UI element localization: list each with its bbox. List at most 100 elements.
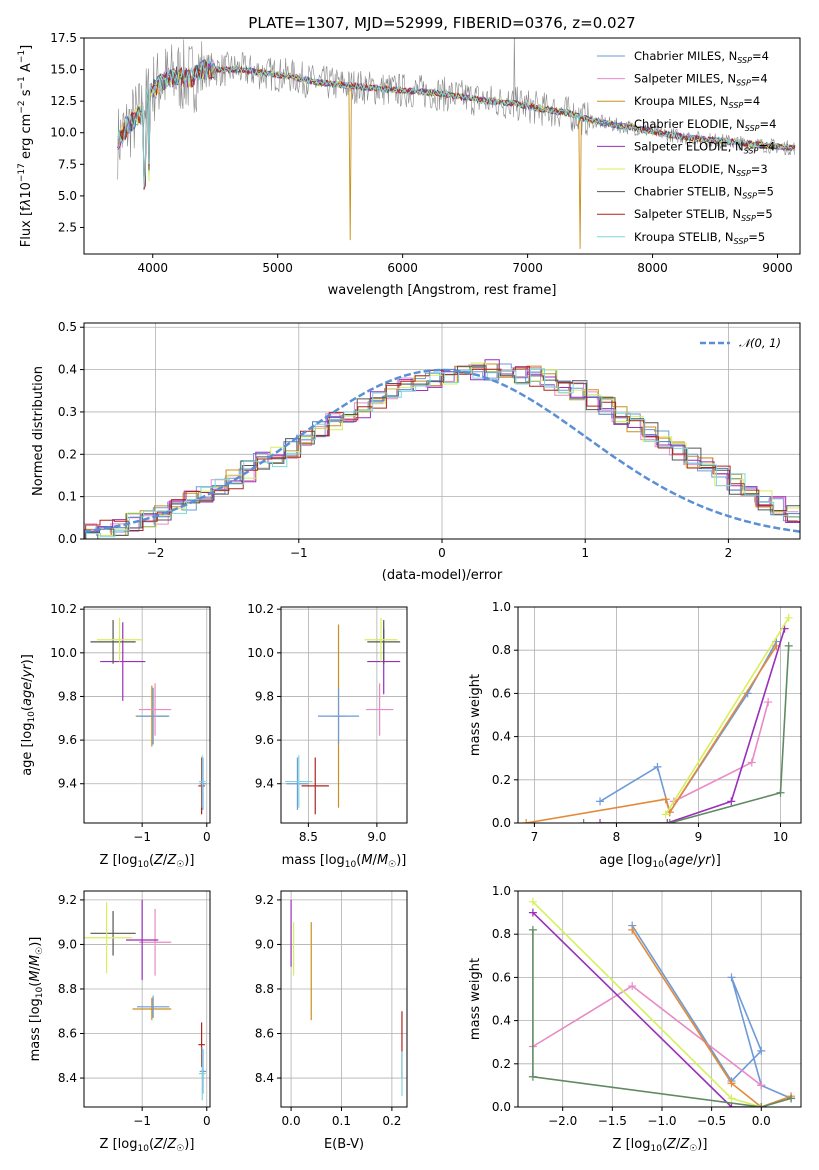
- mass-weight-marker: [528, 908, 537, 917]
- model-spectrum-line: [117, 59, 796, 188]
- age-vs-z-ticks: −1 0 9.4 9.6 9.8 10.0 10.2: [50, 602, 210, 844]
- x-tick-label: −0.5: [697, 1114, 726, 1128]
- mass-weight-line: [673, 701, 769, 803]
- x-tick-label: −2: [147, 546, 165, 560]
- x-tick-label: −1: [133, 1114, 151, 1128]
- mass-weight-marker: [784, 613, 793, 622]
- errorbar-point: [367, 620, 401, 664]
- age-vs-z-frame: [83, 606, 211, 824]
- y-tick-label: 1.0: [492, 600, 511, 614]
- mass-weight-marker: [784, 641, 793, 650]
- figure-title: PLATE=1307, MJD=52999, FIBERID=0376, z=0…: [248, 14, 635, 32]
- mass-weight-marker: [787, 1094, 796, 1103]
- mass-vs-ebv-panel: 0.0 0.1 0.2 8.4 8.6 8.8 9.0 9.2 E(B-V): [255, 890, 408, 1152]
- errorbar-point: [136, 687, 170, 745]
- mass-vs-z-grid: [84, 891, 210, 1107]
- y-tick-label: 0.3: [58, 405, 77, 419]
- y-tick-label: 9.8: [58, 689, 77, 703]
- y-tick-label: 0.0: [58, 532, 77, 546]
- y-tick-label: 9.6: [58, 733, 77, 747]
- legend-label: Salpeter STELIB, NSSP=5: [634, 207, 773, 223]
- x-tick-label: 7: [531, 830, 539, 844]
- errorbar-point: [365, 683, 394, 736]
- mass-weight-marker: [665, 819, 674, 823]
- residual-y-label: Normed distribution: [31, 366, 46, 496]
- y-tick-label: 8.4: [58, 1071, 77, 1085]
- residual-histogram-line: [84, 362, 800, 539]
- mass-weight-marker: [727, 973, 736, 982]
- legend-label: Salpeter ELODIE, NSSP=4: [634, 139, 775, 155]
- mass-vs-ebv-ticks: 0.0 0.1 0.2 8.4 8.6 8.8 9.0 9.2: [255, 893, 402, 1128]
- y-tick-label: 9.2: [58, 893, 77, 907]
- residual-legend: 𝒩(0, 1): [700, 336, 781, 350]
- errorbar-point: [199, 757, 207, 810]
- y-tick-label: 10.0: [50, 126, 77, 140]
- mass-weight-marker: [727, 797, 736, 806]
- mass-weight-marker: [661, 795, 670, 804]
- y-tick-label: 0.6: [492, 686, 511, 700]
- x-tick-label: 0: [203, 1114, 211, 1128]
- x-tick-label: 6000: [387, 261, 418, 275]
- errorbar-point: [286, 757, 309, 810]
- weight-vs-z-y-label: mass weight: [468, 958, 483, 1040]
- mass-vs-z-ticks: −1 0 8.4 8.6 8.8 9.0 9.2: [58, 893, 211, 1128]
- x-tick-label: 2: [725, 546, 733, 560]
- legend-label: Kroupa MILES, NSSP=4: [634, 94, 760, 110]
- legend-label: Chabrier STELIB, NSSP=5: [634, 185, 774, 201]
- residual-histogram-line: [84, 363, 799, 536]
- y-tick-label: 9.6: [255, 733, 274, 747]
- x-tick-label: 9: [695, 830, 703, 844]
- y-tick-label: 12.5: [50, 94, 77, 108]
- age-vs-z-errorbars: [90, 617, 207, 815]
- y-tick-label: 10.2: [247, 602, 274, 616]
- y-tick-label: 0.2: [58, 447, 77, 461]
- x-tick-label: 8.5: [299, 830, 318, 844]
- y-tick-label: 9.0: [255, 937, 274, 951]
- y-tick-label: 0.0: [492, 1100, 511, 1114]
- mass-weight-marker: [579, 819, 588, 823]
- mass-vs-ebv-x-label: E(B-V): [324, 1137, 364, 1152]
- errorbar-point: [285, 755, 313, 808]
- mass-weight-marker: [764, 698, 773, 707]
- errorbar-point: [199, 1049, 207, 1094]
- spectrum-lines: [117, 38, 796, 249]
- legend-label: Chabrier MILES, NSSP=4: [634, 49, 769, 65]
- residual-histogram-line: [84, 366, 800, 539]
- y-tick-label: 0.5: [58, 320, 77, 334]
- errorbar-point: [96, 617, 143, 662]
- weight-vs-z-frame: [517, 890, 802, 1108]
- mass-weight-marker: [528, 925, 537, 934]
- x-tick-label: −2.0: [548, 1114, 577, 1128]
- y-tick-label: 0.4: [492, 1014, 511, 1028]
- weight-vs-z-panel: −2.0 −1.5 −1.0 −0.5 0.0 0.0 0.2 0.4 0.6 0.8 1.0 Z …: [468, 884, 802, 1154]
- errorbar-point: [198, 757, 205, 815]
- y-tick-label: 8.8: [255, 982, 274, 996]
- mass-vs-z-panel: −1 0 8.4 8.6 8.8 9.0 9.2 Z [log10(Z/Z☉)] mass …: [28, 890, 211, 1154]
- mass-weight-line: [599, 641, 778, 815]
- mass-weight-line: [665, 617, 790, 815]
- y-tick-label: 2.5: [58, 220, 77, 234]
- residual-grid: [84, 323, 800, 539]
- mass-weight-marker: [757, 1046, 766, 1055]
- y-tick-label: 8.6: [58, 1027, 77, 1041]
- mass-weight-marker: [727, 1103, 736, 1107]
- spectrum-axes-frame: [83, 37, 801, 255]
- y-tick-label: 10.0: [247, 646, 274, 660]
- weight-vs-z-lines: [528, 897, 796, 1107]
- y-tick-label: 1.0: [492, 884, 511, 898]
- mass-weight-marker: [596, 819, 605, 823]
- mass-vs-z-errorbars: [84, 899, 207, 1101]
- mass-weight-line: [583, 645, 790, 823]
- y-tick-label: 9.4: [58, 777, 77, 791]
- mass-weight-marker: [522, 819, 531, 823]
- legend-label: Kroupa STELIB, NSSP=5: [634, 230, 765, 246]
- x-tick-label: 0: [438, 546, 446, 560]
- x-tick-label: 0.0: [752, 1114, 771, 1128]
- weight-vs-age-grid: [518, 607, 801, 823]
- x-tick-label: 4000: [137, 261, 168, 275]
- residual-ticks: −2 −1 0 1 2 0.0 0.1 0.2 0.3 0.4 0.5: [58, 320, 732, 560]
- y-tick-label: 8.8: [58, 982, 77, 996]
- spectrum-legend: Chabrier MILES, NSSP=4 Salpeter MILES, NS…: [597, 49, 776, 246]
- age-vs-mass-panel: 8.5 9.0 9.4 9.6 9.8 10.0 10.2 mass [log10(M/M☉…: [247, 602, 408, 870]
